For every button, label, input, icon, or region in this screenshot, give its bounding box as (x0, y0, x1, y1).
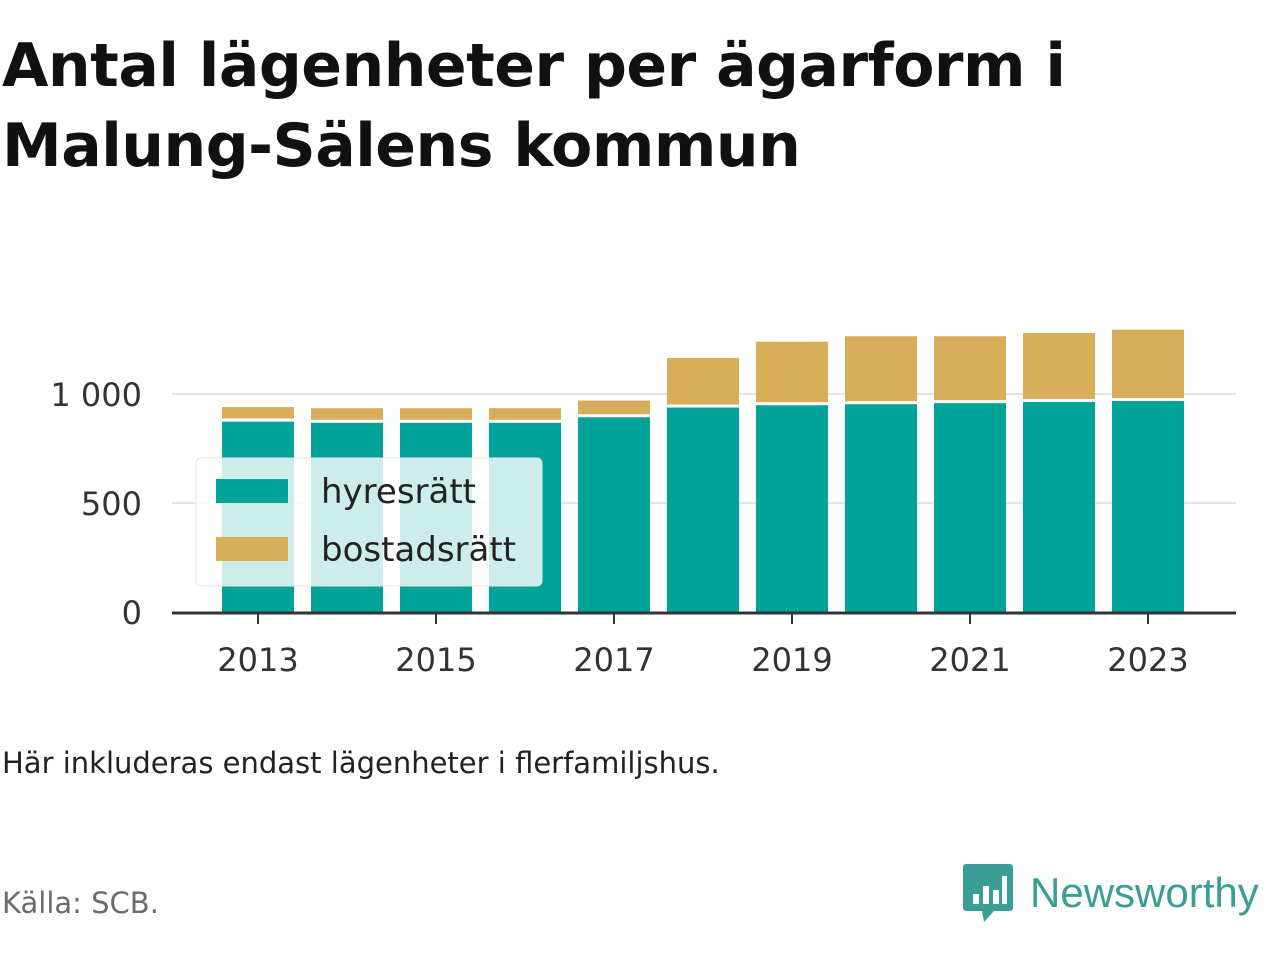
bar-hyresratt-2023 (1112, 399, 1184, 612)
y-tick-label: 1 000 (50, 376, 142, 414)
bar-hyresratt-2019 (756, 403, 828, 612)
bar-hyresratt-2017 (578, 415, 650, 612)
legend-swatch (216, 479, 288, 503)
legend: hyresrätt bostadsrätt (195, 457, 543, 587)
chart-title-line-2: Malung-Sälens kommun (2, 111, 801, 181)
bar-hyresratt-2018 (667, 405, 739, 612)
x-tick-label: 2015 (395, 641, 476, 679)
legend-label: bostadsrätt (321, 530, 516, 570)
bar-bostadsratt-2023 (1112, 329, 1184, 400)
chart-title: Antal lägenheter per ägarform i Malung-S… (2, 26, 1242, 186)
x-tick-label: 2017 (573, 641, 654, 679)
x-tick-label: 2013 (217, 641, 298, 679)
bar-hyresratt-2020 (845, 402, 917, 612)
source-label: Källa: SCB. (2, 886, 159, 920)
bar-bostadsratt-2021 (934, 336, 1006, 402)
brand-logo: Newsworthy (962, 862, 1259, 924)
x-tick-label: 2023 (1107, 641, 1188, 679)
bar-bostadsratt-2018 (667, 358, 739, 406)
y-axis: 0 500 1 000 (50, 376, 142, 632)
legend-swatch (216, 537, 288, 561)
newsworthy-logo-icon (963, 864, 1013, 922)
brand-name: Newsworthy (1030, 869, 1259, 916)
bar-bostadsratt-2020 (845, 336, 917, 403)
x-tick-label: 2021 (929, 641, 1010, 679)
bar-bostadsratt-2019 (756, 341, 828, 404)
y-tick-label: 500 (81, 485, 142, 523)
bar-bostadsratt-2022 (1023, 332, 1095, 401)
chart-note: Här inkluderas endast lägenheter i flerf… (2, 746, 720, 780)
bar-bostadsratt-2017 (578, 400, 650, 416)
bar-hyresratt-2021 (934, 401, 1006, 612)
bar-bostadsratt-2013 (222, 407, 294, 421)
y-tick-label: 0 (122, 594, 142, 632)
bar-bostadsratt-2016 (489, 408, 561, 422)
chart-title-line-1: Antal lägenheter per ägarform i (2, 31, 1066, 101)
bar-bostadsratt-2014 (311, 408, 383, 422)
legend-label: hyresrätt (321, 472, 476, 512)
stacked-bar-chart: 0 500 1 000 2013 2015 2017 2019 2021 2023 hyres… (50, 329, 1236, 679)
bar-hyresratt-2022 (1023, 400, 1095, 612)
x-tick-label: 2019 (751, 641, 832, 679)
bar-bostadsratt-2015 (400, 408, 472, 422)
x-axis: 2013 2015 2017 2019 2021 2023 (172, 611, 1236, 679)
